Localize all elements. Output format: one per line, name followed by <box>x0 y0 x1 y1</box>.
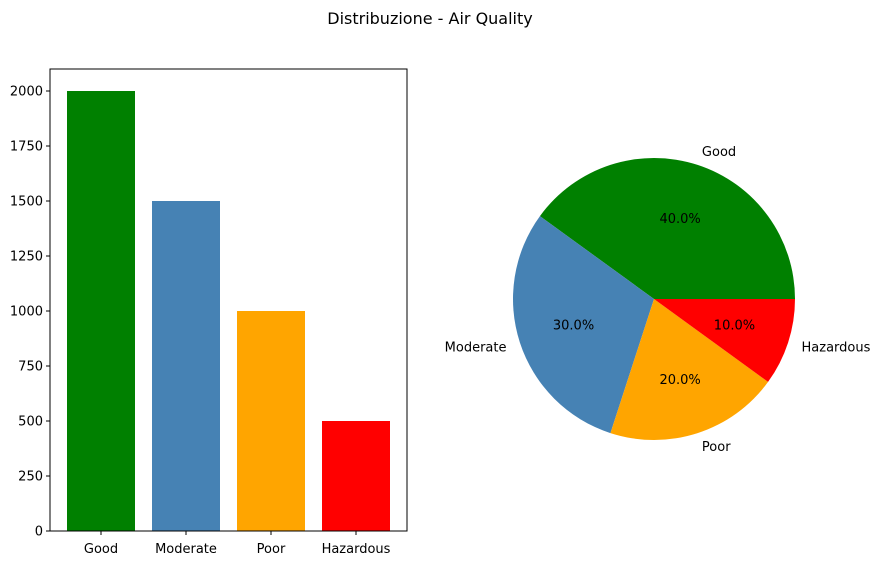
pie-slice-poor <box>610 299 769 440</box>
pie-label-poor: Poor <box>702 440 731 455</box>
x-tick-label: Poor <box>257 542 286 557</box>
bar-plot-frame <box>49 68 408 532</box>
bar-series <box>67 91 390 531</box>
bar-chart: 0 250 500 750 1000 1250 1500 1750 2000 Good Moder… <box>10 68 408 557</box>
bar-good <box>67 91 135 531</box>
pie-slice-moderate <box>512 216 654 434</box>
y-tick-label: 1000 <box>10 305 43 320</box>
y-tick-label: 2000 <box>10 85 43 100</box>
y-tick-label: 750 <box>18 360 43 375</box>
pie-label-good: Good <box>702 145 736 160</box>
pie-labels: Good Moderate Poor Hazardous <box>445 145 871 455</box>
pie-percent-hazardous: 10.0% <box>714 319 755 334</box>
y-tick-label: 1750 <box>10 140 43 155</box>
y-tick-label: 0 <box>35 525 43 540</box>
bar-y-axis: 0 250 500 750 1000 1250 1500 1750 2000 <box>10 85 50 540</box>
pie-percent-moderate: 30.0% <box>553 319 594 334</box>
x-tick-label: Good <box>84 542 118 557</box>
bar-poor <box>237 311 305 531</box>
bar-hazardous <box>322 421 390 531</box>
pie-chart: Good Moderate Poor Hazardous 40.0% 30.0% 20.0… <box>445 145 871 455</box>
figure-title: Distribuzione - Air Quality <box>327 9 532 28</box>
pie-percent-labels: 40.0% 30.0% 20.0% 10.0% <box>553 212 755 388</box>
y-tick-label: 1250 <box>10 250 43 265</box>
y-tick-label: 500 <box>18 415 43 430</box>
bar-x-axis: Good Moderate Poor Hazardous <box>84 531 391 557</box>
pie-slice-good <box>539 158 795 299</box>
pie-percent-good: 40.0% <box>659 212 700 227</box>
y-tick-label: 250 <box>18 470 43 485</box>
y-tick-label: 1500 <box>10 195 43 210</box>
pie-slice-hazardous <box>654 299 795 382</box>
pie-slices <box>512 158 795 440</box>
pie-percent-poor: 20.0% <box>659 373 700 388</box>
x-tick-label: Hazardous <box>322 542 391 557</box>
x-tick-label: Moderate <box>155 542 217 557</box>
bar-moderate <box>152 201 220 531</box>
pie-label-moderate: Moderate <box>445 340 507 355</box>
pie-label-hazardous: Hazardous <box>802 340 871 355</box>
